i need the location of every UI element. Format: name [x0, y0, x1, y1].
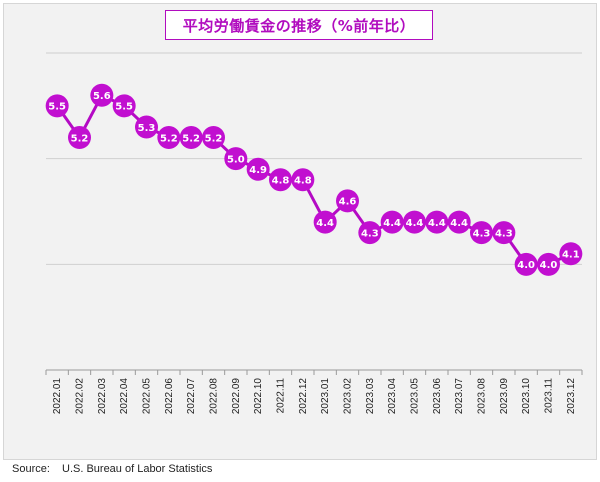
data-point: [45, 94, 69, 118]
chart-title: 平均労働賃金の推移（%前年比）: [165, 10, 433, 40]
x-tick-label: 2023.05: [410, 378, 421, 415]
x-tick-label: 2022.01: [52, 378, 63, 415]
data-label: 4.4: [316, 218, 334, 229]
data-point: [403, 210, 426, 234]
data-point: [380, 210, 404, 234]
x-tick-label: 2022.02: [75, 378, 86, 415]
x-tick-labels: 2022.01 2022.02 2022.03 2022.04 2022.05 2022.…: [52, 378, 577, 415]
data-label: 5.5: [48, 102, 66, 113]
x-tick-label: 2023.12: [566, 378, 577, 415]
data-label: 5.6: [93, 91, 111, 102]
data-label: 5.2: [182, 133, 200, 144]
data-point: [425, 210, 449, 234]
x-tick-label: 2023.09: [499, 378, 510, 415]
data-label: 5.2: [160, 133, 178, 144]
data-point: [157, 126, 181, 150]
data-label: 4.1: [562, 250, 580, 261]
gridlines: [46, 52, 582, 265]
data-label: 5.2: [71, 133, 89, 144]
x-tick-label: 2023.03: [365, 378, 376, 415]
data-label: 4.0: [540, 260, 558, 271]
x-tick-label: 2022.09: [231, 378, 242, 415]
data-point: [559, 242, 583, 266]
data-label: 4.4: [383, 218, 401, 229]
data-label: 4.8: [294, 176, 312, 187]
data-label: 4.3: [495, 228, 513, 239]
data-point: [202, 126, 225, 150]
x-tick-label: 2023.11: [544, 378, 555, 414]
x-tick-label: 2022.12: [298, 378, 309, 415]
data-label: 5.5: [115, 102, 133, 113]
source-note: Source: U.S. Bureau of Labor Statistics: [12, 463, 212, 475]
data-label: 4.4: [450, 218, 468, 229]
source-text: U.S. Bureau of Labor Statistics: [62, 463, 213, 475]
x-axis: [45, 369, 583, 375]
x-tick-label: 2022.04: [119, 378, 130, 415]
series: 5.5 5.2 5.6 5.5 5.3 5.2 5.2 5.2 5.0 4.9 4.8 4.8 4.4 4…: [45, 83, 583, 276]
x-tick-label: 2023.08: [477, 378, 488, 415]
x-tick-label: 2023.02: [343, 378, 354, 415]
data-label: 4.9: [249, 165, 267, 176]
x-tick-label: 2023.04: [387, 378, 398, 415]
data-point: [179, 126, 203, 150]
x-tick-label: 2022.06: [164, 378, 175, 415]
data-point: [358, 221, 382, 245]
data-point: [336, 189, 359, 213]
x-tick-label: 2023.06: [432, 378, 443, 415]
data-point: [246, 157, 270, 181]
data-label: 4.4: [406, 218, 424, 229]
data-label: 4.8: [272, 176, 290, 187]
data-point: [313, 210, 337, 234]
data-label: 4.6: [339, 197, 357, 208]
data-label: 4.3: [361, 228, 379, 239]
data-point: [514, 252, 538, 276]
data-point: [291, 168, 315, 192]
data-point: [68, 126, 91, 150]
data-label: 5.3: [138, 123, 156, 134]
data-label: 4.0: [517, 260, 535, 271]
data-point: [224, 147, 248, 171]
source-label: Source:: [12, 463, 50, 475]
x-tick-label: 2023.10: [521, 378, 532, 415]
x-tick-label: 2023.01: [320, 378, 331, 415]
data-point: [90, 83, 114, 107]
data-point: [135, 115, 158, 139]
data-point: [112, 94, 136, 118]
x-tick-label: 2022.11: [276, 378, 287, 414]
x-tick-label: 2022.05: [142, 378, 153, 415]
data-label: 5.0: [227, 154, 245, 165]
data-point: [269, 168, 292, 192]
data-label: 4.4: [428, 218, 446, 229]
x-tick-label: 2022.08: [209, 378, 220, 415]
x-tick-label: 2022.07: [186, 378, 197, 415]
data-point: [470, 221, 493, 245]
data-point: [492, 221, 516, 245]
x-tick-label: 2023.07: [454, 378, 465, 415]
data-label: 4.3: [473, 228, 491, 239]
data-label: 5.2: [205, 133, 223, 144]
x-tick-label: 2022.10: [253, 378, 264, 415]
data-point: [537, 252, 560, 276]
data-point: [447, 210, 471, 234]
x-tick-label: 2022.03: [97, 378, 108, 415]
